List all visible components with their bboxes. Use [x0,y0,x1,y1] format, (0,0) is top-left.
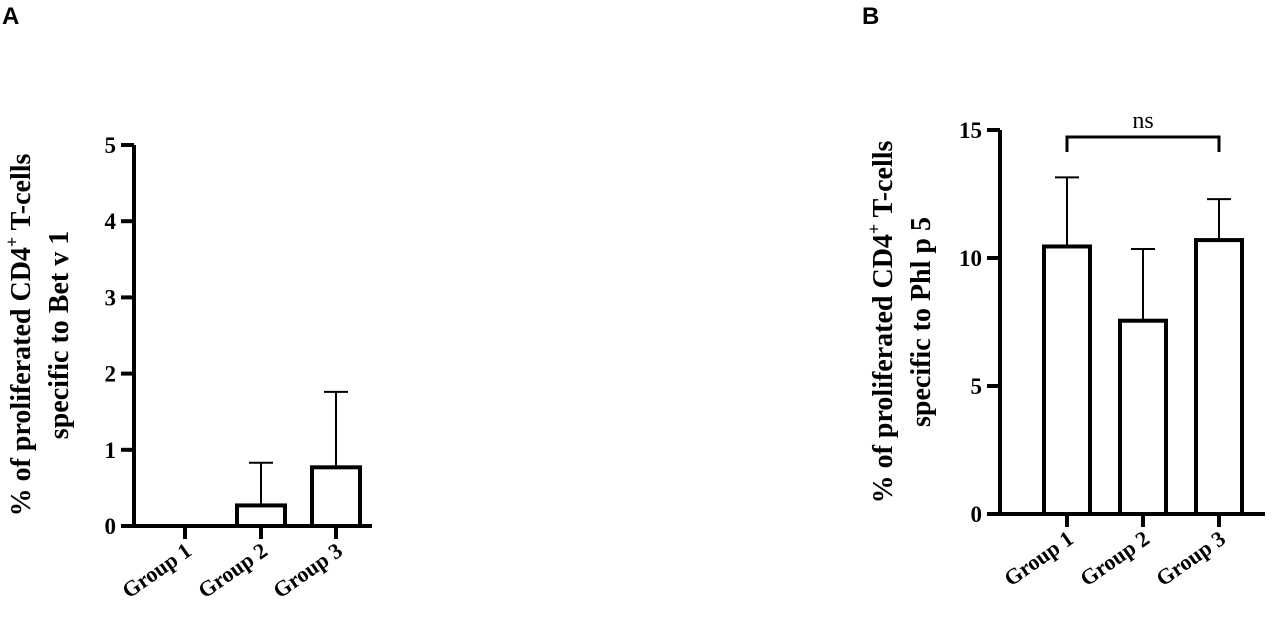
panel-a-ytick-label-1: 1 [105,438,117,463]
panel-a: A % of proliferated CD4+ T-cells specifi… [2,3,372,603]
panel-a-ytick-label-5: 5 [105,133,117,158]
panel-b: B % of proliferated CD4+ T-cells specifi… [862,3,1265,591]
panel-b-ytick-label-0: 0 [971,502,983,527]
panel-b-letter: B [862,3,879,30]
panel-a-bar-2 [235,503,287,528]
panel-b-ytick-label-2: 10 [959,246,982,271]
panel-a-ylabel-line2: specific to Bet v 1 [44,231,75,439]
panel-a-letter: A [2,3,19,30]
panel-a-ytick-label-4: 4 [105,209,117,234]
panel-b-ylabel-line2: specific to Phl p 5 [906,217,937,427]
panel-b-ylabel-line1: % of proliferated CD4+ T-cells [864,140,899,503]
panel-b-category-label-1: Group 1 [999,526,1078,591]
panel-a-category-label-3: Group 3 [268,538,347,603]
panel-b-bar-3 [1194,238,1244,517]
panel-b-significance-label-0: ns [1132,108,1153,134]
panel-a-ytick-label-2: 2 [105,362,117,387]
panel-b-category-label-2: Group 2 [1075,526,1154,591]
panel-b-significance-bracket-0 [1065,135,1221,152]
panel-b-ytick-label-3: 15 [959,118,982,143]
panel-a-category-label-2: Group 2 [193,538,272,603]
panel-b-bar-2 [1118,318,1168,516]
panel-a-category-label-1: Group 1 [117,538,196,603]
panel-b-bar-1 [1042,244,1092,516]
panel-a-bar-3 [310,465,362,528]
panel-b-ytick-label-1: 5 [971,374,983,399]
panel-b-category-label-3: Group 3 [1151,526,1230,591]
panel-a-ylabel-line1: % of proliferated CD4+ T-cells [2,153,37,516]
panel-a-ytick-label-3: 3 [105,285,117,310]
panel-a-ytick-label-0: 0 [105,514,117,539]
